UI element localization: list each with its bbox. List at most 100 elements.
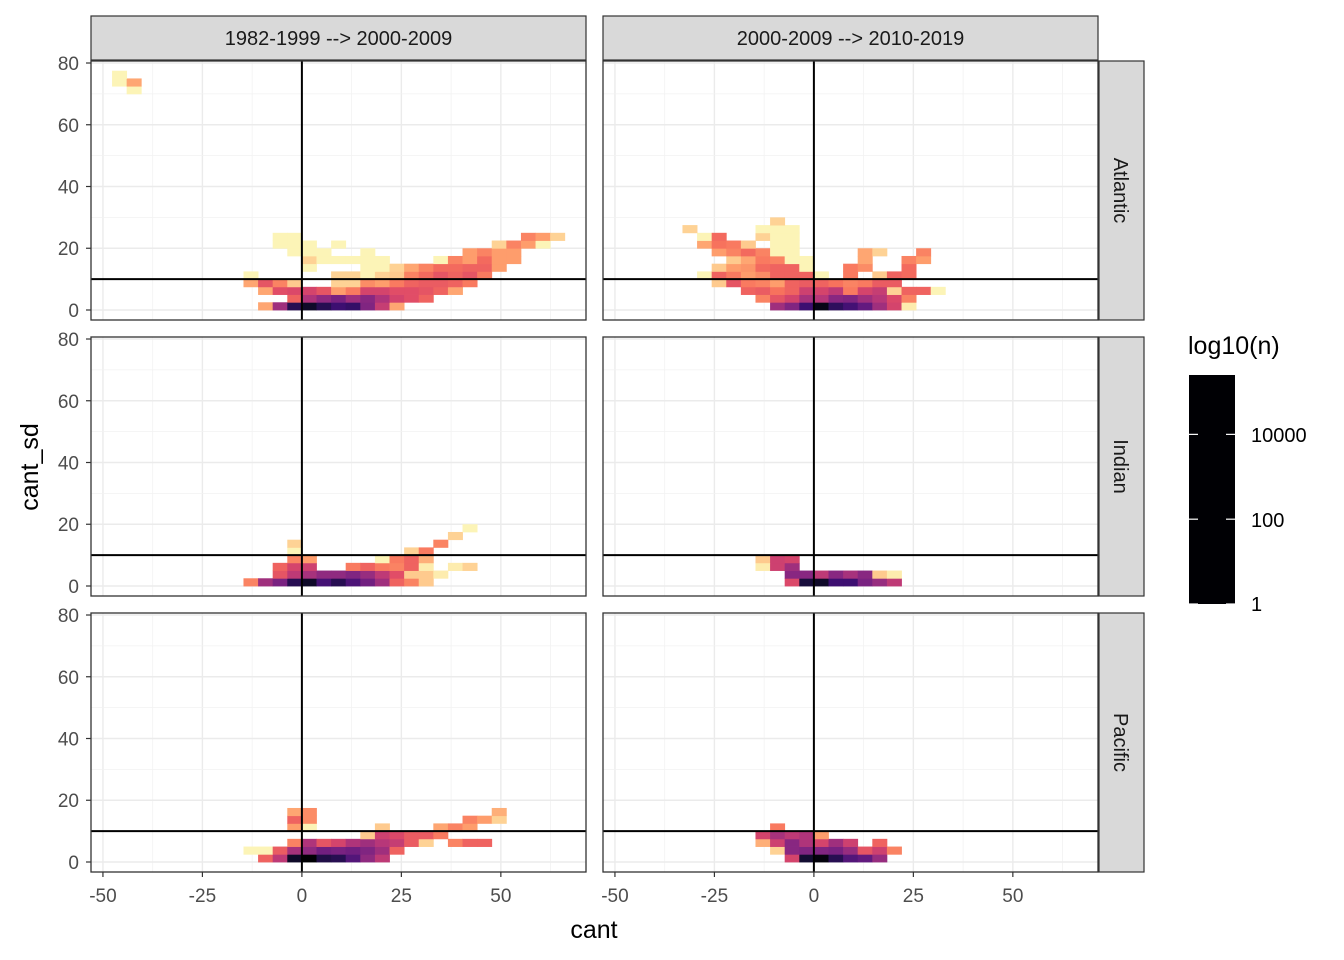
tile <box>112 70 128 79</box>
tile <box>872 838 888 847</box>
tile <box>901 271 917 280</box>
tile <box>799 838 815 847</box>
tile <box>287 555 303 564</box>
tile <box>491 263 507 272</box>
tile <box>872 294 888 303</box>
strip-column-2-label: 2000-2009 --> 2010-2019 <box>737 28 964 50</box>
tile <box>301 255 317 265</box>
tile <box>316 570 332 579</box>
tile <box>828 294 844 303</box>
x-axis-title: cant <box>570 916 617 944</box>
tile <box>360 271 376 280</box>
tile <box>755 562 771 571</box>
tile <box>755 294 771 303</box>
tile <box>272 279 288 288</box>
tile <box>345 838 361 847</box>
tile <box>301 240 317 249</box>
tile <box>389 294 405 303</box>
tile <box>374 823 390 832</box>
tile <box>258 302 274 311</box>
tile <box>374 846 390 855</box>
tile <box>389 263 405 272</box>
tile <box>784 279 800 288</box>
tile <box>843 271 859 280</box>
x-tick-label: -50 <box>601 886 628 907</box>
tile <box>345 294 361 303</box>
x-tick-label: 0 <box>297 886 308 907</box>
tile <box>301 854 317 863</box>
tile <box>770 823 786 832</box>
tile <box>389 302 405 311</box>
tile <box>301 248 317 257</box>
tile <box>316 248 332 257</box>
tile <box>872 570 888 579</box>
tile <box>404 294 420 303</box>
tile <box>770 225 786 234</box>
tile <box>462 823 478 832</box>
x-tick-label: 25 <box>391 886 412 907</box>
tile <box>243 578 259 587</box>
tile <box>799 286 815 295</box>
y-tick-label: 40 <box>58 454 79 475</box>
tile <box>784 578 800 587</box>
tile <box>345 271 361 280</box>
tile <box>272 240 288 249</box>
tile <box>389 578 405 587</box>
strip-row-atlantic: Atlantic <box>1098 60 1145 321</box>
tile <box>374 854 390 863</box>
tile <box>770 555 786 564</box>
tile <box>886 578 902 587</box>
tiles <box>755 823 902 863</box>
tile <box>491 255 507 265</box>
tile <box>843 279 859 288</box>
tiles <box>755 555 902 587</box>
tile <box>301 807 317 817</box>
tile <box>404 831 420 840</box>
tile <box>843 846 859 855</box>
tile <box>316 302 332 311</box>
tile <box>784 225 800 234</box>
tile <box>813 854 829 863</box>
tile <box>930 286 946 295</box>
tile <box>389 271 405 280</box>
tile <box>301 815 317 824</box>
tile <box>726 255 742 265</box>
tile <box>770 240 786 249</box>
tile <box>828 578 844 587</box>
tile <box>799 279 815 288</box>
panel-border <box>602 612 1099 873</box>
tile <box>258 846 274 855</box>
tile <box>258 286 274 295</box>
tile <box>813 302 829 311</box>
tile <box>360 255 376 265</box>
legend-label-10000: 10000 <box>1251 425 1307 447</box>
tiles <box>243 524 478 587</box>
tile <box>360 562 376 571</box>
tile <box>872 854 888 863</box>
y-tick-label: 40 <box>58 730 79 751</box>
legend: log10(n) 10000 100 1 <box>1188 332 1307 616</box>
tile <box>345 255 361 265</box>
tile <box>389 555 405 564</box>
tile <box>287 562 303 571</box>
tile <box>374 570 390 579</box>
tile <box>755 232 771 241</box>
tile <box>287 807 303 817</box>
tile <box>360 294 376 303</box>
legend-ticks <box>1189 433 1235 605</box>
x-tick-label: 50 <box>1002 886 1023 907</box>
tile <box>770 248 786 257</box>
y-axis-title: cant_sd <box>16 423 44 511</box>
tile <box>755 248 771 257</box>
tile <box>316 838 332 847</box>
tile <box>901 286 917 295</box>
tile <box>784 846 800 855</box>
tile <box>389 570 405 579</box>
tile <box>857 248 873 257</box>
tile <box>535 240 551 249</box>
tile <box>813 271 829 280</box>
tile <box>272 286 288 295</box>
tile <box>418 271 434 280</box>
tile <box>506 240 522 249</box>
tile <box>360 854 376 863</box>
